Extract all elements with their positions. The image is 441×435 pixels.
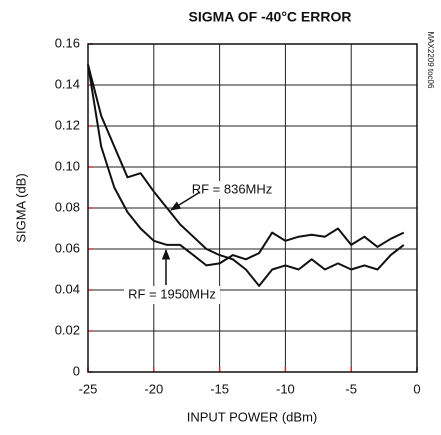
y-tick-label: 0 (73, 363, 80, 378)
y-tick-label: 0.02 (55, 322, 80, 337)
y-tick-label: 0.04 (55, 281, 80, 296)
y-tick-label: 0.10 (55, 158, 80, 173)
y-axis-label: SIGMA (dB) (13, 173, 28, 242)
y-tick-label: 0.12 (55, 117, 80, 132)
x-tick-label: -10 (276, 381, 295, 396)
annotation: RF = 836MHz (192, 181, 273, 196)
annotation: RF = 1950MHz (128, 286, 216, 301)
y-tick-label: 0.08 (55, 199, 80, 214)
x-tick-label: -20 (144, 381, 163, 396)
x-tick-label: -5 (345, 381, 357, 396)
annotation-background (124, 286, 220, 304)
chart-title: SIGMA OF -40°C ERROR (189, 9, 352, 25)
plot-frame (87, 43, 418, 373)
annotation-arrow (170, 191, 201, 211)
series-line (87, 64, 405, 267)
x-tick-label: -25 (79, 381, 98, 396)
x-tick-label: -15 (210, 381, 229, 396)
y-tick-label: 0.14 (55, 76, 80, 91)
figure-note: MAX2209 toc06 (426, 32, 435, 89)
annotation-background (184, 181, 280, 199)
y-tick-label: 0.06 (55, 240, 80, 255)
series-line (87, 64, 405, 287)
x-axis-label: INPUT POWER (dBm) (187, 409, 318, 424)
y-tick-label: 0.16 (55, 35, 80, 50)
x-tick-label: 0 (413, 381, 420, 396)
